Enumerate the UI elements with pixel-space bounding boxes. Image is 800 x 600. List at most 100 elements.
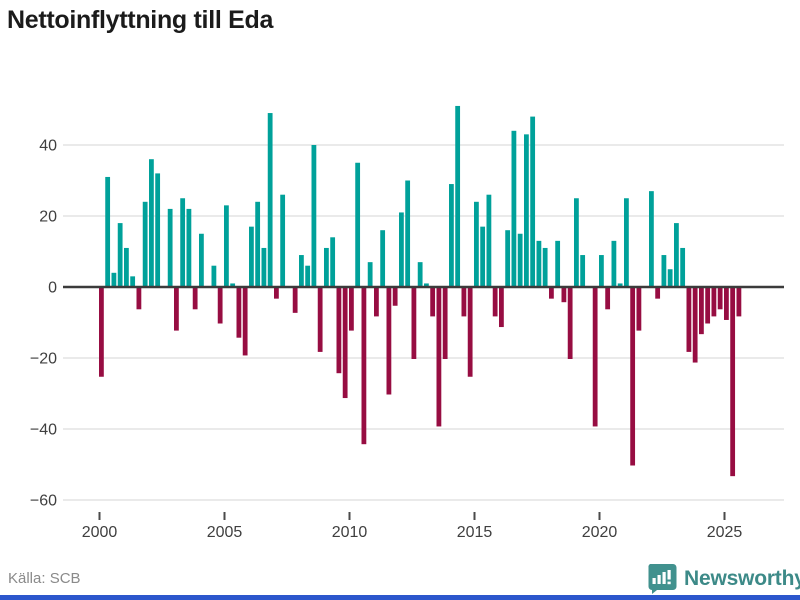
bar xyxy=(717,288,723,310)
bar xyxy=(192,288,198,310)
bar xyxy=(505,230,511,287)
bar xyxy=(105,176,111,287)
x-axis-label: 2000 xyxy=(82,524,118,541)
bar xyxy=(167,208,173,287)
bar xyxy=(542,247,548,287)
bar xyxy=(499,288,504,328)
bar xyxy=(630,288,636,466)
bar xyxy=(605,288,611,310)
bar xyxy=(574,198,579,287)
bar xyxy=(536,240,542,287)
bar xyxy=(180,198,186,287)
bar xyxy=(330,237,336,287)
bar xyxy=(142,201,148,287)
bar xyxy=(174,288,179,331)
bar xyxy=(524,134,529,287)
bar xyxy=(124,247,129,287)
bar xyxy=(149,159,154,287)
x-axis-label: 2005 xyxy=(207,524,243,541)
bar xyxy=(99,288,104,377)
bar xyxy=(311,145,317,287)
bar xyxy=(680,247,686,287)
bar xyxy=(611,240,617,287)
bar xyxy=(361,288,367,445)
x-axis-label: 2025 xyxy=(707,524,743,541)
bar xyxy=(374,288,379,317)
bar xyxy=(561,288,567,303)
newsworthy-logo: Newsworthy xyxy=(646,563,800,594)
bar xyxy=(686,288,692,352)
bar xyxy=(405,180,411,287)
bar xyxy=(467,288,473,377)
bar xyxy=(399,212,404,287)
x-axis-label: 2015 xyxy=(457,524,493,541)
bar xyxy=(111,272,117,287)
bar xyxy=(186,208,192,287)
bar xyxy=(711,288,717,317)
bar xyxy=(567,288,573,359)
bar xyxy=(649,191,654,287)
logo-wordmark: Newsworthy xyxy=(684,566,800,590)
bar xyxy=(530,116,536,287)
bar xyxy=(517,233,523,287)
bar xyxy=(655,288,661,299)
x-axis-label: 2010 xyxy=(332,524,368,541)
bar xyxy=(274,288,279,299)
bar xyxy=(624,198,629,287)
bar xyxy=(667,269,673,287)
bar xyxy=(242,288,248,356)
bar xyxy=(555,240,561,287)
bar xyxy=(117,223,123,287)
bar xyxy=(411,288,417,359)
bar xyxy=(299,255,304,287)
bar xyxy=(592,288,598,427)
bar xyxy=(392,288,398,306)
bar xyxy=(417,262,423,287)
bar xyxy=(336,288,342,374)
bar xyxy=(511,130,517,287)
bar xyxy=(199,233,204,287)
bar xyxy=(292,288,298,313)
bar xyxy=(267,113,273,287)
bar xyxy=(324,247,329,287)
bar xyxy=(736,288,742,317)
bar xyxy=(136,288,142,310)
x-axis-label: 2020 xyxy=(582,524,618,541)
y-axis-label: −40 xyxy=(30,422,57,439)
bar xyxy=(249,226,254,287)
bar xyxy=(492,288,498,317)
bar xyxy=(230,283,236,287)
bar xyxy=(692,288,698,363)
bar xyxy=(155,173,161,287)
source-caption: Källa: SCB xyxy=(8,570,81,587)
bar xyxy=(305,265,311,287)
bar xyxy=(661,255,667,287)
bar xyxy=(580,255,586,287)
page-title: Nettoinflyttning till Eda xyxy=(7,6,274,34)
bar xyxy=(280,194,286,287)
bar xyxy=(217,288,223,324)
bar xyxy=(386,288,392,395)
bar xyxy=(617,283,623,287)
bar xyxy=(599,255,604,287)
bar xyxy=(317,288,323,352)
bar xyxy=(480,226,486,287)
bar xyxy=(342,288,348,399)
bar xyxy=(424,283,429,287)
bar xyxy=(436,288,442,427)
y-axis-label: 0 xyxy=(48,280,57,297)
bar xyxy=(224,205,229,287)
bar xyxy=(236,288,242,338)
bar xyxy=(430,288,436,317)
bar xyxy=(211,265,217,287)
bar xyxy=(705,288,711,324)
bar-chart-speech-bubble-icon xyxy=(648,564,677,594)
y-axis-label: 40 xyxy=(39,138,57,155)
bar xyxy=(349,288,354,331)
bar xyxy=(699,288,704,335)
brand-footer-stripe xyxy=(0,595,800,600)
bar xyxy=(549,288,554,299)
bar xyxy=(455,105,461,287)
